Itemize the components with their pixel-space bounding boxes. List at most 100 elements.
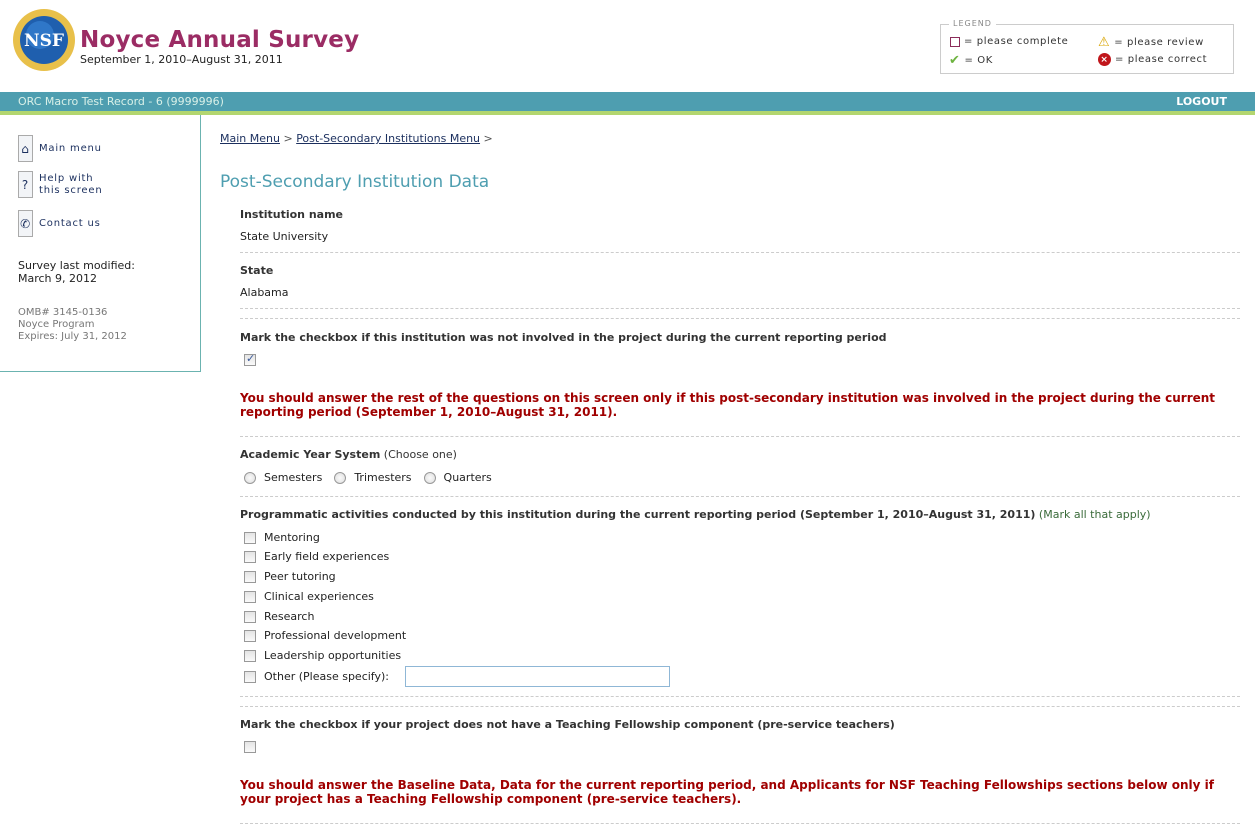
record-name: ORC Macro Test Record - 6 (9999996) [18, 95, 224, 108]
option-label: Trimesters [354, 471, 412, 484]
legend-item-complete: = please complete [950, 36, 1068, 47]
help-line2: this screen [39, 184, 103, 196]
svg-text:NSF: NSF [24, 31, 64, 51]
program-name: Noyce Program [18, 319, 95, 330]
activity-option: Leadership opportunities [244, 649, 401, 662]
legend-label: = please complete [964, 36, 1069, 47]
activities-label: Programmatic activities conducted by thi… [240, 508, 1036, 521]
activities-question: Programmatic activities conducted by thi… [240, 508, 1240, 521]
checkbox-clinical[interactable] [244, 590, 256, 603]
sidebar: ⌂ Main menu ? Help with this screen ✆ Con… [0, 115, 201, 372]
accent-divider [0, 111, 1255, 115]
activity-option: Peer tutoring [244, 570, 336, 583]
activity-option: Mentoring [244, 531, 320, 544]
breadcrumb: Main Menu > Post-Secondary Institutions … [220, 132, 493, 145]
checkbox-leadership[interactable] [244, 649, 256, 662]
last-modified: Survey last modified: March 9, 2012 [18, 259, 135, 285]
expiration: Expires: July 31, 2012 [18, 331, 127, 342]
option-label: Quarters [443, 471, 492, 484]
radio-trimesters[interactable] [334, 471, 347, 484]
top-bar: ORC Macro Test Record - 6 (9999996) LOGO… [0, 92, 1255, 111]
option-label: Professional development [264, 629, 407, 642]
institution-name-label: Institution name [240, 208, 344, 221]
option-label: Leadership opportunities [264, 649, 402, 662]
academic-year-hint: (Choose one) [383, 448, 457, 461]
option-label: Research [264, 610, 315, 623]
phone-icon: ✆ [18, 210, 33, 237]
sidebar-label: Contact us [39, 218, 101, 229]
radio-quarters[interactable] [423, 471, 436, 484]
divider [240, 308, 1240, 309]
checkbox-early-field[interactable] [244, 550, 256, 563]
legend-title: LEGEND [949, 19, 996, 28]
checkbox-peer-tutoring[interactable] [244, 570, 256, 583]
academic-year-question: Academic Year System (Choose one) [240, 448, 1240, 461]
divider [240, 252, 1240, 253]
divider [240, 823, 1240, 824]
last-modified-label: Survey last modified: [18, 259, 135, 272]
not-involved-checkbox[interactable] [244, 352, 256, 366]
institution-name-value: State University [240, 230, 329, 243]
app-title: Noyce Annual Survey [80, 27, 360, 53]
checkbox-other[interactable] [244, 670, 256, 683]
omb-number: OMB# 3145-0136 [18, 307, 108, 318]
divider [240, 706, 1240, 707]
option-label: Mentoring [264, 531, 320, 544]
legend-item-correct: × = please correct [1098, 53, 1207, 66]
divider [240, 436, 1240, 437]
legend-item-review: ⚠ = please review [1098, 35, 1204, 50]
academic-year-options: Semesters Trimesters Quarters [244, 471, 492, 484]
empty-box-icon [950, 36, 960, 47]
sidebar-main-menu[interactable]: ⌂ Main menu [18, 135, 102, 162]
sidebar-label: Help with this screen [39, 173, 102, 197]
sidebar-help[interactable]: ? Help with this screen [18, 171, 102, 198]
option-label: Other (Please specify): [264, 670, 389, 683]
survey-period: September 1, 2010–August 31, 2011 [80, 53, 283, 66]
activity-option: Research [244, 610, 314, 623]
sidebar-label: Main menu [39, 143, 102, 154]
activity-option: Clinical experiences [244, 590, 374, 603]
checkbox-research[interactable] [244, 610, 256, 623]
radio-semesters[interactable] [244, 471, 256, 484]
page-title: Post-Secondary Institution Data [220, 172, 490, 192]
involvement-warning: You should answer the rest of the questi… [240, 391, 1216, 419]
option-label: Clinical experiences [264, 590, 374, 603]
main-menu-icon: ⌂ [18, 135, 33, 162]
option-label: Early field experiences [264, 550, 390, 563]
header: NSF Noyce Annual Survey September 1, 201… [0, 0, 1255, 92]
other-specify-input[interactable] [405, 666, 670, 687]
error-x-icon: × [1098, 53, 1111, 66]
divider [240, 696, 1240, 697]
fellowship-warning: You should answer the Baseline Data, Dat… [240, 778, 1214, 806]
not-involved-label: Mark the checkbox if this institution wa… [240, 331, 887, 344]
warning-icon: ⚠ [1098, 35, 1111, 50]
checkbox-professional-development[interactable] [244, 629, 256, 642]
state-label: State [240, 264, 274, 277]
activity-option: Professional development [244, 629, 406, 642]
breadcrumb-sep: > [283, 132, 293, 145]
logout-button[interactable]: LOGOUT [1176, 95, 1227, 108]
activities-hint: (Mark all that apply) [1038, 508, 1151, 521]
checkmark-icon: ✔ [949, 53, 961, 68]
no-fellowship-checkbox[interactable] [244, 741, 256, 753]
option-label: Semesters [264, 471, 323, 484]
legend: LEGEND = please complete ⚠ = please revie… [940, 19, 1234, 74]
breadcrumb-institutions-menu[interactable]: Post-Secondary Institutions Menu [296, 132, 481, 145]
help-icon: ? [18, 171, 33, 198]
activity-option: Early field experiences [244, 550, 389, 563]
legend-item-ok: ✔ = OK [949, 53, 993, 68]
checkbox-mentoring[interactable] [244, 531, 256, 544]
sidebar-contact[interactable]: ✆ Contact us [18, 210, 101, 237]
legend-label: = please review [1114, 37, 1204, 48]
breadcrumb-sep: > [483, 132, 493, 145]
legend-label: = please correct [1115, 54, 1208, 65]
nsf-logo: NSF [13, 9, 75, 71]
activity-option: Other (Please specify): [244, 666, 670, 687]
omb-info: OMB# 3145-0136 Noyce Program Expires: Ju… [18, 307, 127, 343]
academic-year-label: Academic Year System [240, 448, 381, 461]
no-fellowship-label: Mark the checkbox if your project does n… [240, 718, 895, 731]
option-label: Peer tutoring [264, 570, 336, 583]
breadcrumb-main-menu[interactable]: Main Menu [220, 132, 280, 145]
help-line1: Help with [39, 172, 94, 184]
last-modified-date: March 9, 2012 [18, 272, 98, 285]
